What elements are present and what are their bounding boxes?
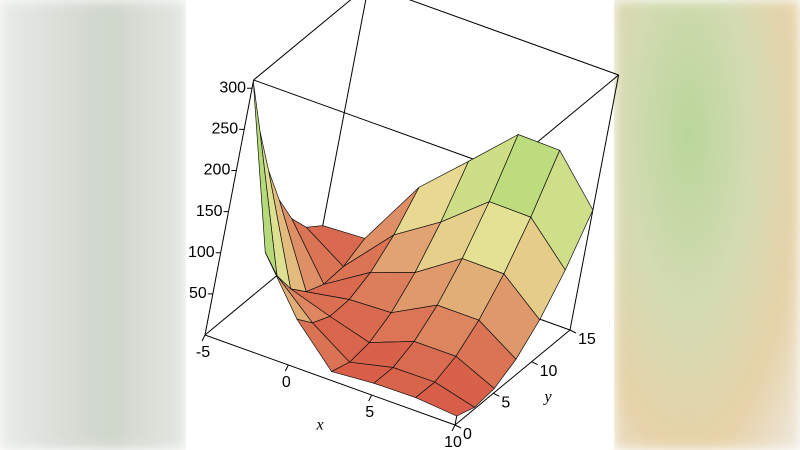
x-tick-label: 5	[365, 404, 374, 421]
y-tick-label: 15	[578, 331, 596, 348]
blurred-left	[0, 0, 186, 450]
z-tick-label: 200	[204, 162, 231, 179]
x-axis-title: x	[315, 417, 323, 434]
box-edge	[204, 334, 456, 426]
y-tick-label: 5	[501, 395, 510, 412]
z-tick-label: 100	[188, 244, 215, 261]
box-edge	[408, 0, 619, 76]
x-tick	[201, 334, 206, 342]
box-edge	[253, 79, 504, 171]
y-tick	[454, 424, 462, 429]
z-tick-label: 250	[211, 121, 238, 138]
x-tick	[368, 394, 373, 402]
surface-patch	[415, 381, 476, 417]
y-axis-title: y	[542, 389, 552, 406]
z-tick-label: 300	[219, 79, 246, 96]
x-tick-label: 10	[444, 434, 462, 450]
y-tick-label: 10	[540, 363, 558, 380]
z-tick-label: 50	[189, 285, 207, 302]
box-edge	[204, 79, 255, 336]
z-tick-label: 150	[196, 203, 223, 220]
box-edge	[569, 74, 620, 331]
blurred-right	[614, 0, 800, 450]
y-tick	[531, 361, 538, 366]
box-edge	[319, 0, 367, 241]
x-tick	[284, 364, 289, 372]
y-tick-label: 0	[463, 426, 472, 443]
x-tick-label: -5	[196, 344, 210, 361]
x-tick-label: 0	[282, 374, 291, 391]
x-tick	[451, 424, 456, 432]
box-edge	[454, 329, 571, 426]
y-tick	[569, 329, 577, 334]
y-tick	[493, 392, 500, 397]
box-edge	[253, 0, 352, 81]
